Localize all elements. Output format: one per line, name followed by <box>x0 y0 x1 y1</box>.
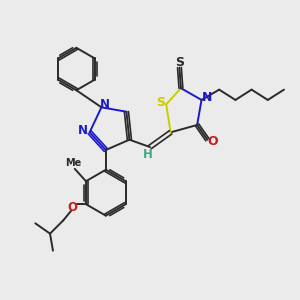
Text: H: H <box>143 148 153 161</box>
Text: S: S <box>175 56 184 69</box>
Text: O: O <box>207 135 218 148</box>
Text: N: N <box>78 124 88 137</box>
Text: N: N <box>202 91 212 104</box>
Text: O: O <box>67 201 77 214</box>
Text: S: S <box>156 96 165 110</box>
Text: Me: Me <box>65 158 82 168</box>
Text: N: N <box>100 98 110 111</box>
